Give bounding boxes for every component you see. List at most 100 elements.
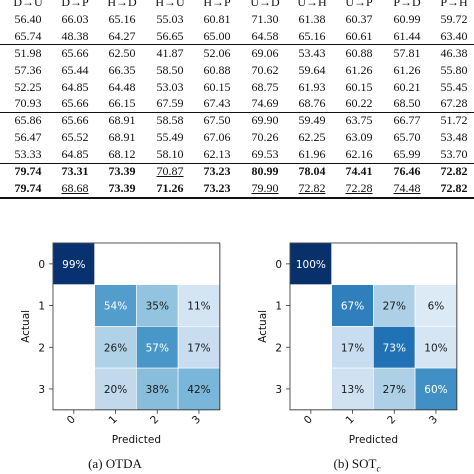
table-cell: 58.50 xyxy=(156,62,184,77)
table-cell: 60.99 xyxy=(393,11,421,26)
table-header-cell: H→D xyxy=(107,0,137,9)
heatmap-cell xyxy=(52,284,96,327)
table-cell: 53.33 xyxy=(14,147,42,162)
heatmap-cell-label: 100% xyxy=(296,259,326,271)
table-cell: 65.86 xyxy=(14,113,42,128)
table-cell: 66.03 xyxy=(61,11,89,26)
y-axis-label: Actual xyxy=(257,310,269,343)
table-row: 53.33 64.85 68.12 58.10 62.13 69.53 61.96 62.16… xyxy=(0,146,474,163)
table-cell: 69.06 xyxy=(251,45,279,60)
y-axis-label: Actual xyxy=(20,310,32,343)
table-cell: 61.26 xyxy=(393,62,421,77)
table-cell: 67.43 xyxy=(203,96,231,111)
heatmap-cell xyxy=(94,367,137,411)
table-row: 79.74 73.31 73.39 70.87 73.23 80.99 78.04 74.41… xyxy=(0,163,474,180)
table-cell: 51.98 xyxy=(14,45,42,60)
table-cell: 59.64 xyxy=(298,62,326,77)
table-cell: 63.09 xyxy=(345,130,373,145)
table-cell: 63.75 xyxy=(345,113,373,128)
heatmap-cell xyxy=(331,367,374,411)
table-row: 70.93 65.66 66.15 67.59 67.43 74.69 68.76 60.22… xyxy=(0,95,474,112)
table-header-row: D→U D→P H→D H→U H→P U→D U→H U→P P→D P→H xyxy=(0,0,474,11)
table-cell: 67.59 xyxy=(156,96,184,111)
table-cell: 66.77 xyxy=(393,113,421,128)
table-cell: 79.90 xyxy=(251,180,279,195)
table-cell: 73.31 xyxy=(61,164,89,178)
heatmap-cell-label: 99% xyxy=(62,259,85,271)
table-cell: 57.81 xyxy=(393,45,421,60)
heatmap-sotc: 100% 67% 27% 6% 17% 73% 10% 13% 27% 60% 0 1 2 3 0 1 2 3 Pr… xyxy=(257,242,458,446)
table-cell: 52.06 xyxy=(203,45,231,60)
table-cell: 68.75 xyxy=(251,79,279,94)
table-cell: 58.58 xyxy=(156,113,184,128)
table-cell: 71.26 xyxy=(156,180,184,195)
heatmap-otda: 99% 54% 35% 11% 26% 57% 17% 20% 38% 42% 0 1 2 3 0 1 2 3 Pr… xyxy=(20,242,221,446)
heatmap-cell xyxy=(177,326,221,369)
table-cell: 74.48 xyxy=(393,180,421,195)
table-cell: 60.15 xyxy=(203,79,231,94)
table-cell: 65.66 xyxy=(61,45,89,60)
table-cell: 69.53 xyxy=(251,147,279,162)
table-cell: 65.00 xyxy=(203,28,231,43)
heatmap-cell-label: 57% xyxy=(146,342,169,354)
table-cell: 55.45 xyxy=(440,79,468,94)
heatmap-cell-label: 35% xyxy=(146,301,169,313)
table-cell: 70.87 xyxy=(156,164,184,178)
x-tick-label: 3 xyxy=(190,413,203,426)
table-cell: 72.82 xyxy=(440,164,468,178)
heatmap-cell-label: 13% xyxy=(341,384,364,396)
table-header-cell: U→P xyxy=(345,0,373,9)
table-cell: 61.93 xyxy=(298,79,326,94)
y-tick-label: 2 xyxy=(38,342,45,354)
table-cell: 67.06 xyxy=(203,130,231,145)
table-cell: 66.15 xyxy=(108,96,136,111)
table-group-rule xyxy=(0,162,474,164)
heatmap-cell xyxy=(331,242,374,286)
table-cell: 64.85 xyxy=(61,147,89,162)
table-cell: 60.81 xyxy=(203,11,231,26)
heatmap-cell xyxy=(94,242,137,286)
heatmap-cell-label: 17% xyxy=(187,342,210,354)
table-row: 56.47 65.52 68.91 55.49 67.06 70.26 62.25 63.09… xyxy=(0,129,474,146)
heatmap-cell xyxy=(94,284,137,327)
table-cell: 53.43 xyxy=(298,45,326,60)
heatmap-cell xyxy=(136,326,179,369)
heatmap-cell-label: 11% xyxy=(187,301,210,313)
table-cell: 70.93 xyxy=(14,96,42,111)
table-cell: 68.91 xyxy=(108,113,136,128)
table-row: 51.98 65.66 62.50 41.87 52.06 69.06 53.43 60.88… xyxy=(0,45,474,62)
table-row: 52.25 64.85 64.48 53.03 60.15 68.75 61.93 60.15… xyxy=(0,79,474,96)
table-header-cell: D→U xyxy=(13,0,43,9)
y-tick-label: 3 xyxy=(275,384,282,396)
table-cell: 65.66 xyxy=(61,113,89,128)
table-cell: 80.99 xyxy=(251,164,279,178)
heatmap-cell xyxy=(52,326,96,369)
table-cell: 67.50 xyxy=(203,113,231,128)
table-cell: 59.72 xyxy=(440,11,468,26)
y-tick-label: 1 xyxy=(38,301,45,313)
heatmap-cell xyxy=(289,326,333,369)
table-cell: 65.70 xyxy=(393,130,421,145)
table-cell: 73.23 xyxy=(203,164,231,178)
table-cell: 60.21 xyxy=(393,79,421,94)
heatmap-cell-label: 6% xyxy=(428,301,445,313)
table-cell: 65.74 xyxy=(14,28,42,43)
table-cell: 68.91 xyxy=(108,130,136,145)
table-cell: 56.65 xyxy=(156,28,184,43)
x-tick-label: 1 xyxy=(106,413,119,426)
table-header-cell: P→H xyxy=(440,0,468,9)
table-cell: 73.23 xyxy=(203,180,231,195)
caption-sotc-subscript: c xyxy=(376,463,381,474)
heatmap-cell-label: 67% xyxy=(341,301,364,313)
x-axis-label: Predicted xyxy=(349,434,398,446)
table-cell: 63.40 xyxy=(440,28,468,43)
heatmap-cell xyxy=(373,242,416,286)
heatmap-cell xyxy=(177,242,221,286)
heatmap-border xyxy=(289,242,458,411)
x-tick-label: 2 xyxy=(385,413,398,426)
x-tick-label: 3 xyxy=(427,413,440,426)
table-cell: 60.88 xyxy=(345,45,373,60)
table-cell: 55.49 xyxy=(156,130,184,145)
table-cell: 69.90 xyxy=(251,113,279,128)
